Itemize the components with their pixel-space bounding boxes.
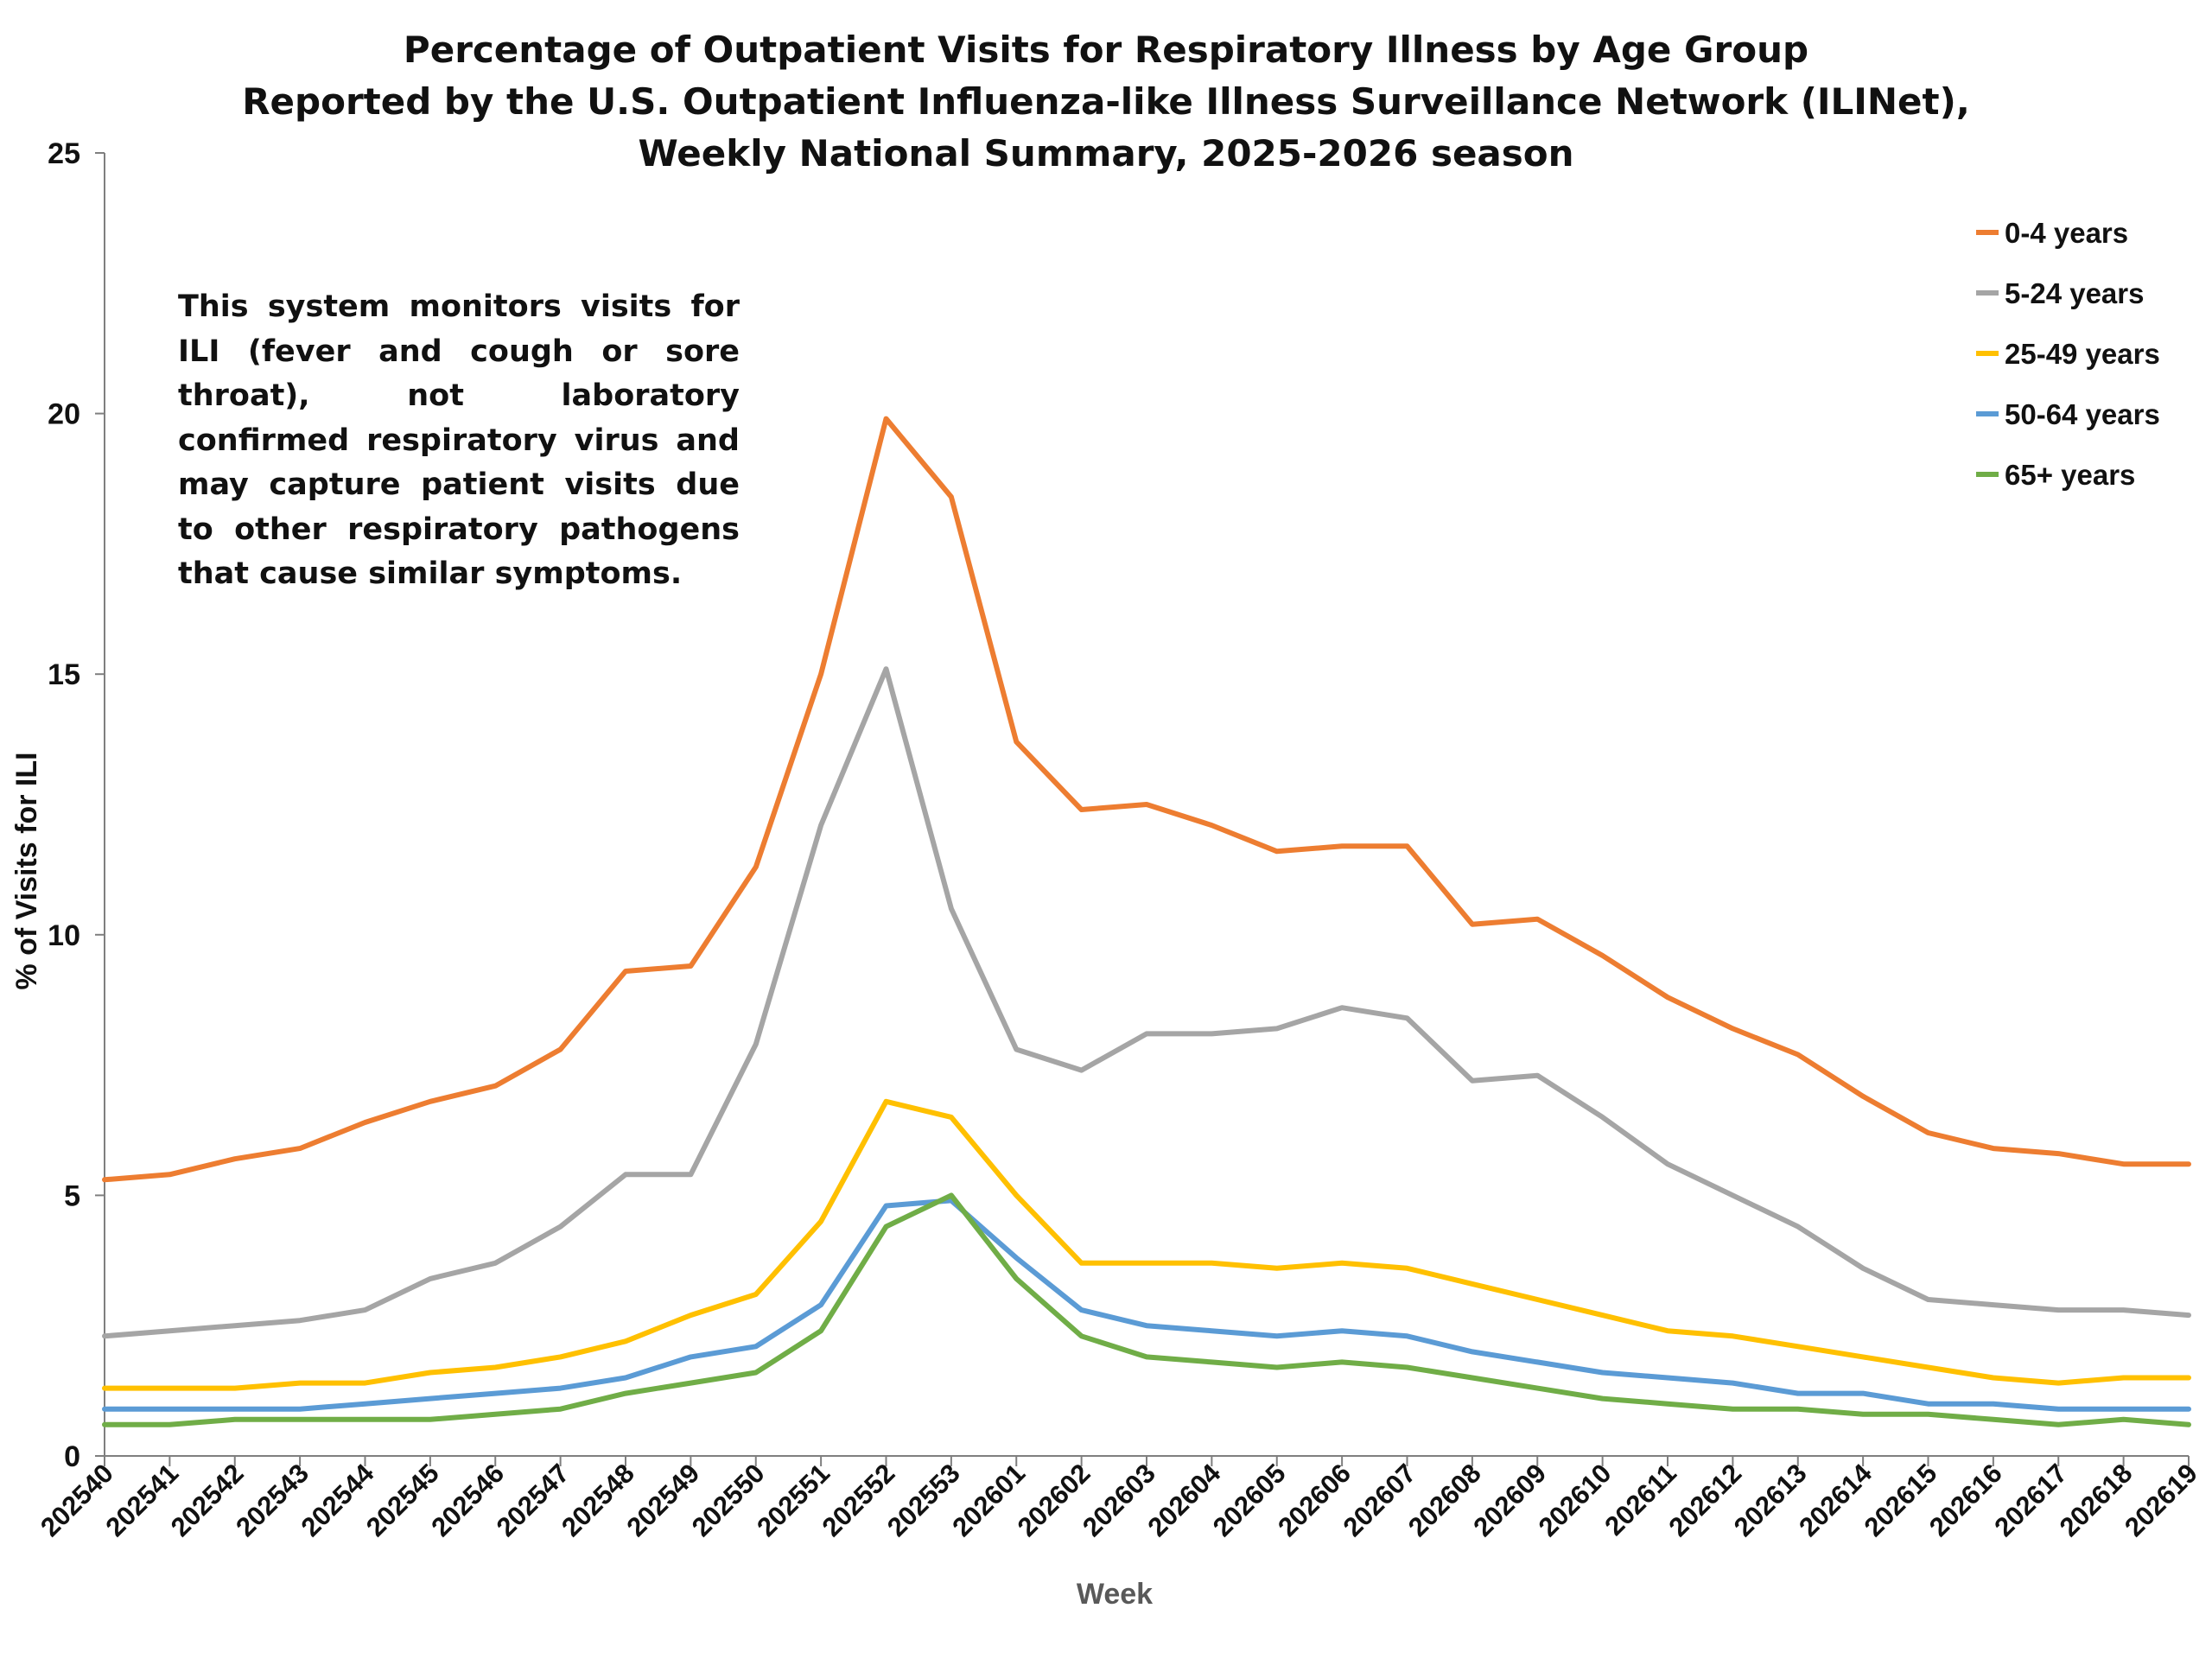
- legend-label-50-64-years: 50-64 years: [2005, 398, 2160, 430]
- x-tick-label: 202543: [230, 1458, 315, 1542]
- chart-title-line-2: Reported by the U.S. Outpatient Influenz…: [242, 80, 1970, 123]
- x-tick-label: 202544: [296, 1458, 380, 1542]
- x-tick-label: 202615: [1859, 1458, 1943, 1542]
- series-line-0-4-years: [102, 416, 2191, 1183]
- x-tick-label: 202552: [817, 1458, 901, 1542]
- x-tick-label: 202604: [1141, 1458, 1226, 1542]
- legend-label-25-49-years: 25-49 years: [2005, 338, 2160, 370]
- x-axis-ticks: 2025402025412025422025432025442025452025…: [35, 1456, 2203, 1542]
- x-tick-label: 202601: [946, 1458, 1031, 1542]
- x-tick-label: 202553: [881, 1458, 966, 1542]
- x-tick-label: 202603: [1077, 1458, 1161, 1542]
- x-tick-label: 202612: [1662, 1458, 1747, 1542]
- y-axis-ticks: 0 5 10 15 20 25: [48, 137, 105, 1473]
- x-tick-label: 202616: [1923, 1458, 2008, 1542]
- series-line-65plus-years: [102, 1192, 2191, 1427]
- x-tick-label: 202619: [2119, 1458, 2203, 1542]
- y-tick-label: 5: [64, 1179, 80, 1212]
- chart-legend: 0-4 years 5-24 years 25-49 years 50-64 year…: [1976, 217, 2160, 491]
- x-tick-label: 202610: [1533, 1458, 1618, 1542]
- series-line-50-64-years: [102, 1198, 2191, 1412]
- x-tick-label: 202546: [425, 1458, 510, 1542]
- x-tick-label: 202548: [556, 1458, 640, 1542]
- legend-label-0-4-years: 0-4 years: [2005, 217, 2128, 249]
- chart-annotation: This system monitors visits for ILI (fev…: [178, 289, 740, 591]
- x-tick-label: 202613: [1728, 1458, 1813, 1542]
- chart-title: Percentage of Outpatient Visits for Resp…: [242, 29, 1970, 175]
- x-tick-label: 202608: [1402, 1458, 1487, 1542]
- x-tick-label: 202550: [686, 1458, 771, 1542]
- x-tick-label: 202551: [751, 1458, 836, 1542]
- y-tick-label: 0: [64, 1440, 80, 1473]
- x-axis-title: Week: [1077, 1578, 1153, 1611]
- y-axis-title: % of Visits for ILI: [10, 752, 43, 989]
- x-tick-label: 202549: [620, 1458, 705, 1542]
- y-tick-label: 25: [48, 137, 80, 170]
- x-tick-label: 202607: [1338, 1458, 1422, 1542]
- x-tick-label: 202614: [1793, 1458, 1878, 1542]
- y-tick-label: 20: [48, 398, 80, 431]
- series-line-5-24-years: [102, 666, 2191, 1339]
- legend-label-65plus-years: 65+ years: [2005, 459, 2135, 491]
- x-tick-label: 202547: [491, 1458, 575, 1542]
- y-tick-label: 15: [48, 658, 80, 691]
- y-tick-label: 10: [48, 919, 80, 952]
- x-tick-label: 202606: [1272, 1458, 1357, 1542]
- x-tick-label: 202618: [2054, 1458, 2139, 1542]
- x-tick-label: 202609: [1467, 1458, 1552, 1542]
- x-tick-label: 202541: [99, 1458, 184, 1542]
- chart-series: [102, 416, 2191, 1427]
- x-tick-label: 202542: [165, 1458, 250, 1542]
- x-tick-label: 202617: [1988, 1458, 2073, 1542]
- x-tick-label: 202602: [1012, 1458, 1096, 1542]
- x-tick-label: 202545: [360, 1458, 445, 1542]
- legend-label-5-24-years: 5-24 years: [2005, 277, 2144, 309]
- series-line-25-49-years: [102, 1098, 2191, 1391]
- x-tick-label: 202605: [1207, 1458, 1292, 1542]
- chart-title-line-1: Percentage of Outpatient Visits for Resp…: [404, 29, 1808, 71]
- chart-title-line-3: Weekly National Summary, 2025-2026 seaso…: [638, 132, 1573, 175]
